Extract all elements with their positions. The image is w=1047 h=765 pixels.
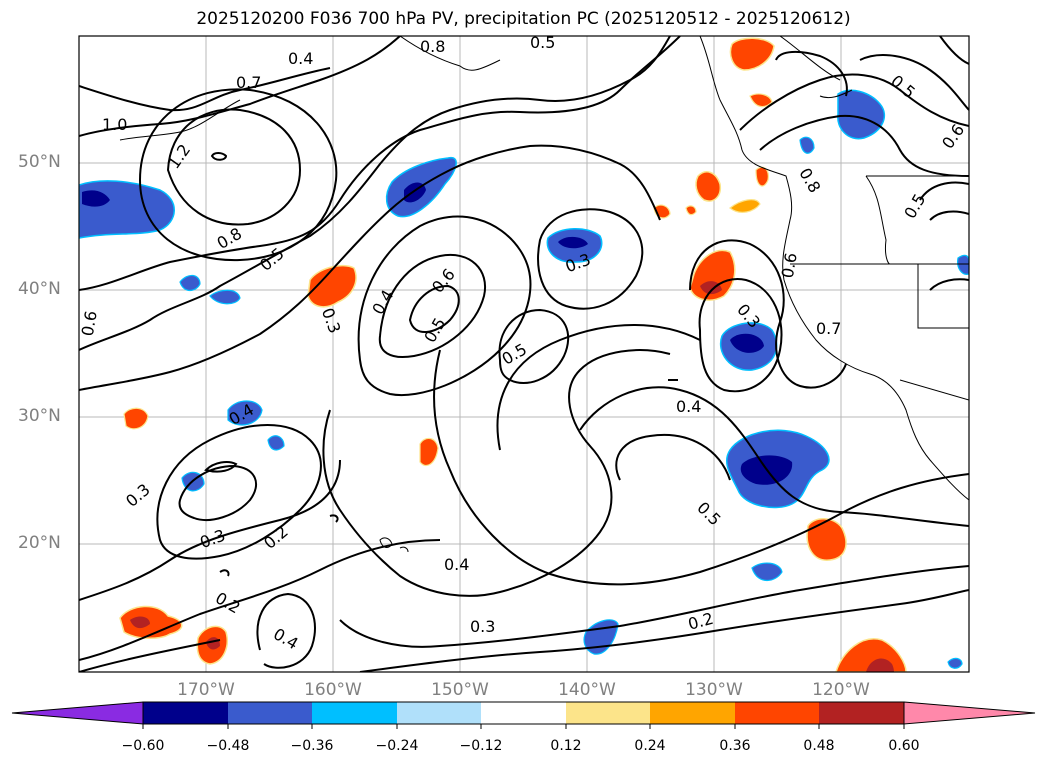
contour-label: 0.6 <box>78 309 101 337</box>
contour-label: 0.3 <box>470 617 495 636</box>
lon-label-170w: 170°W <box>177 680 235 700</box>
lat-label-30n: 30°N <box>18 406 61 426</box>
neg-region-165w <box>227 400 263 426</box>
pos-region-131w-core <box>700 281 722 295</box>
lon-label-120w: 120°W <box>812 680 870 700</box>
neg-region-127w <box>751 562 783 582</box>
colorbar-tick-label: −0.12 <box>459 738 503 754</box>
contour-label: 0.5 <box>530 33 555 52</box>
plot-frame <box>78 35 970 673</box>
lon-label-160w: 160°W <box>304 680 362 700</box>
colorbar-tick-label: −0.60 <box>121 738 165 754</box>
colorbar-extend-high <box>903 701 1036 725</box>
colorbar-segment <box>650 702 735 724</box>
neg-region-126w <box>799 136 815 154</box>
colorbar-tick-label: 0.12 <box>550 738 582 754</box>
colorbar-segment <box>819 702 904 724</box>
lat-label-50n: 50°N <box>18 152 61 172</box>
pos-region-123w <box>806 518 847 561</box>
colorbar-tick-label: −0.48 <box>206 738 250 754</box>
lon-label-130w: 130°W <box>685 680 743 700</box>
neg-region-175w <box>179 274 201 292</box>
colorbar <box>11 701 1036 729</box>
colorbar-segment <box>566 702 650 724</box>
neg-region-162w <box>267 435 285 451</box>
precip-positive-anomalies <box>119 37 907 672</box>
pos-region-153w <box>419 437 439 467</box>
colorbar-tick-label: 0.24 <box>634 738 666 754</box>
colorbar-segment <box>397 702 481 724</box>
map-title: 2025120200 F036 700 hPa PV, precipitatio… <box>196 9 851 29</box>
contour-label: 1.0 <box>102 115 127 134</box>
pv-contours <box>79 36 969 672</box>
colorbar-segment <box>143 702 228 724</box>
contour-label: 0.7 <box>236 73 261 92</box>
lon-label-140w: 140°W <box>558 680 616 700</box>
colorbar-tick-label: −0.24 <box>375 738 419 754</box>
colorbar-tick-label: −0.36 <box>290 738 334 754</box>
gridlines <box>79 36 969 672</box>
neg-region-118w <box>837 89 885 140</box>
contour-label: 0.4 <box>676 397 701 416</box>
lon-label-150w: 150°W <box>431 680 489 700</box>
colorbar-segment <box>481 702 566 724</box>
pos-region-127w-north <box>749 93 773 108</box>
pos-region-175w-south-core <box>130 616 150 629</box>
plot-background <box>79 36 969 672</box>
colorbar-extend-low <box>11 701 144 725</box>
neg-region-128w-core <box>730 333 764 353</box>
neg-region-168w <box>209 289 241 305</box>
neg-region-142w-core <box>558 236 588 249</box>
colorbar-tick-label: 0.36 <box>719 738 751 754</box>
contour-label: 0.7 <box>816 319 841 338</box>
colorbar-segment <box>312 702 397 724</box>
pos-region-160w <box>307 264 357 308</box>
pos-region-128w-north <box>729 37 775 71</box>
colorbar-tick-label: 0.48 <box>803 738 835 754</box>
neg-region-east-edge <box>957 254 969 275</box>
lat-label-40n: 40°N <box>18 279 61 299</box>
colorbar-segment <box>228 702 312 724</box>
neg-region-west-north <box>79 180 175 239</box>
contour-label: 0.4 <box>288 49 313 68</box>
pos-region-133w <box>685 205 697 216</box>
pos-region-coast-north <box>729 199 761 213</box>
colorbar-segment <box>735 702 819 724</box>
contour-label: 0.6 <box>778 251 801 279</box>
pos-region-coast-ca <box>755 166 769 187</box>
neg-region-far-east <box>947 657 963 669</box>
colorbar-tick-label: 0.60 <box>888 738 920 754</box>
contour-label: 0.4 <box>444 555 469 574</box>
contour-label: 0.8 <box>420 37 445 56</box>
pos-region-121w-south-core <box>866 658 894 672</box>
neg-region-west-north-core <box>82 190 110 207</box>
pos-region-132w-north <box>695 171 722 202</box>
pos-region-175w <box>123 407 149 430</box>
lat-label-20n: 20°N <box>18 533 61 553</box>
